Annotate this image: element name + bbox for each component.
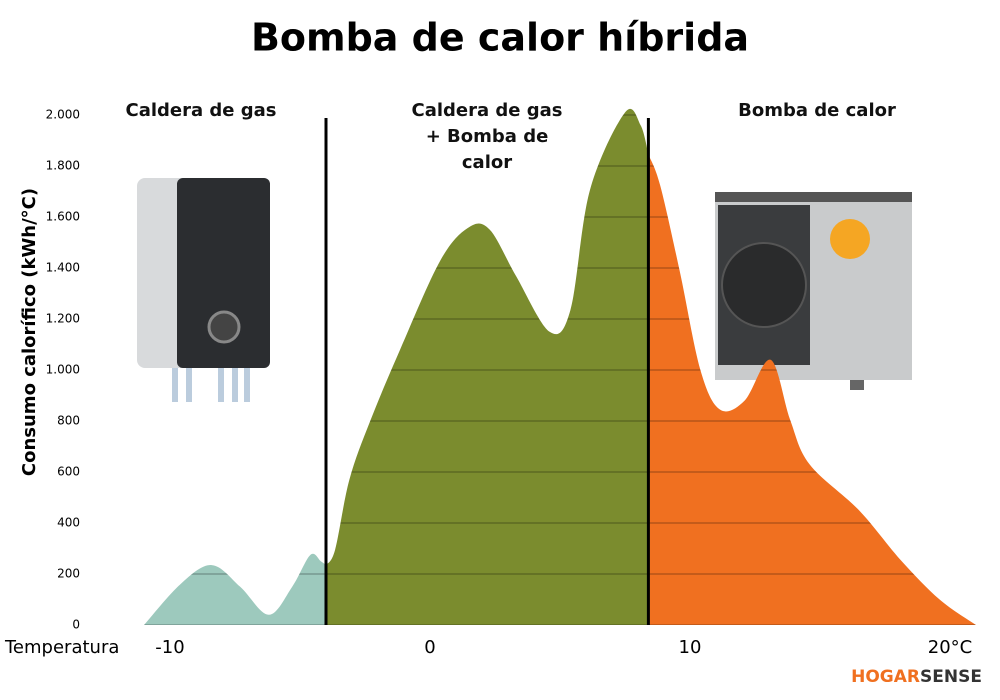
x-tick-label: 0 [424,637,435,658]
y-tick-label: 400 [57,516,80,530]
y-tick-label: 1.400 [46,261,80,275]
y-tick-label: 1.800 [46,159,80,173]
x-tick-label: -10 [155,637,184,658]
boiler-image [137,178,270,402]
heat-pump-image [715,192,912,390]
area [648,154,976,625]
brand-part: HOGAR [851,667,920,687]
y-tick-label: 1.000 [46,363,80,377]
x-axis-title: Temperatura [4,637,119,658]
area [144,553,326,625]
y-tick-label: 1.200 [46,312,80,326]
region-label: Bomba de calor [738,100,896,121]
region-label: Caldera de gas [125,100,277,121]
y-tick-label: 800 [57,414,80,428]
brand-part: SENSE [920,667,982,687]
y-tick-label: 1.600 [46,210,80,224]
y-tick-label: 0 [72,618,80,632]
y-tick-label: 200 [57,567,80,581]
chart-title: Bomba de calor híbrida [251,16,749,60]
x-tick-label: 10 [679,637,702,658]
area [326,108,649,625]
x-tick-label: 20°C [928,637,972,658]
y-axis-title: Consumo calorífico (kWh/°C) [19,188,40,476]
y-tick-label: 600 [57,465,80,479]
y-tick-label: 2.000 [46,108,80,122]
region-label: Caldera de gas + Bomba de calor [411,100,563,173]
